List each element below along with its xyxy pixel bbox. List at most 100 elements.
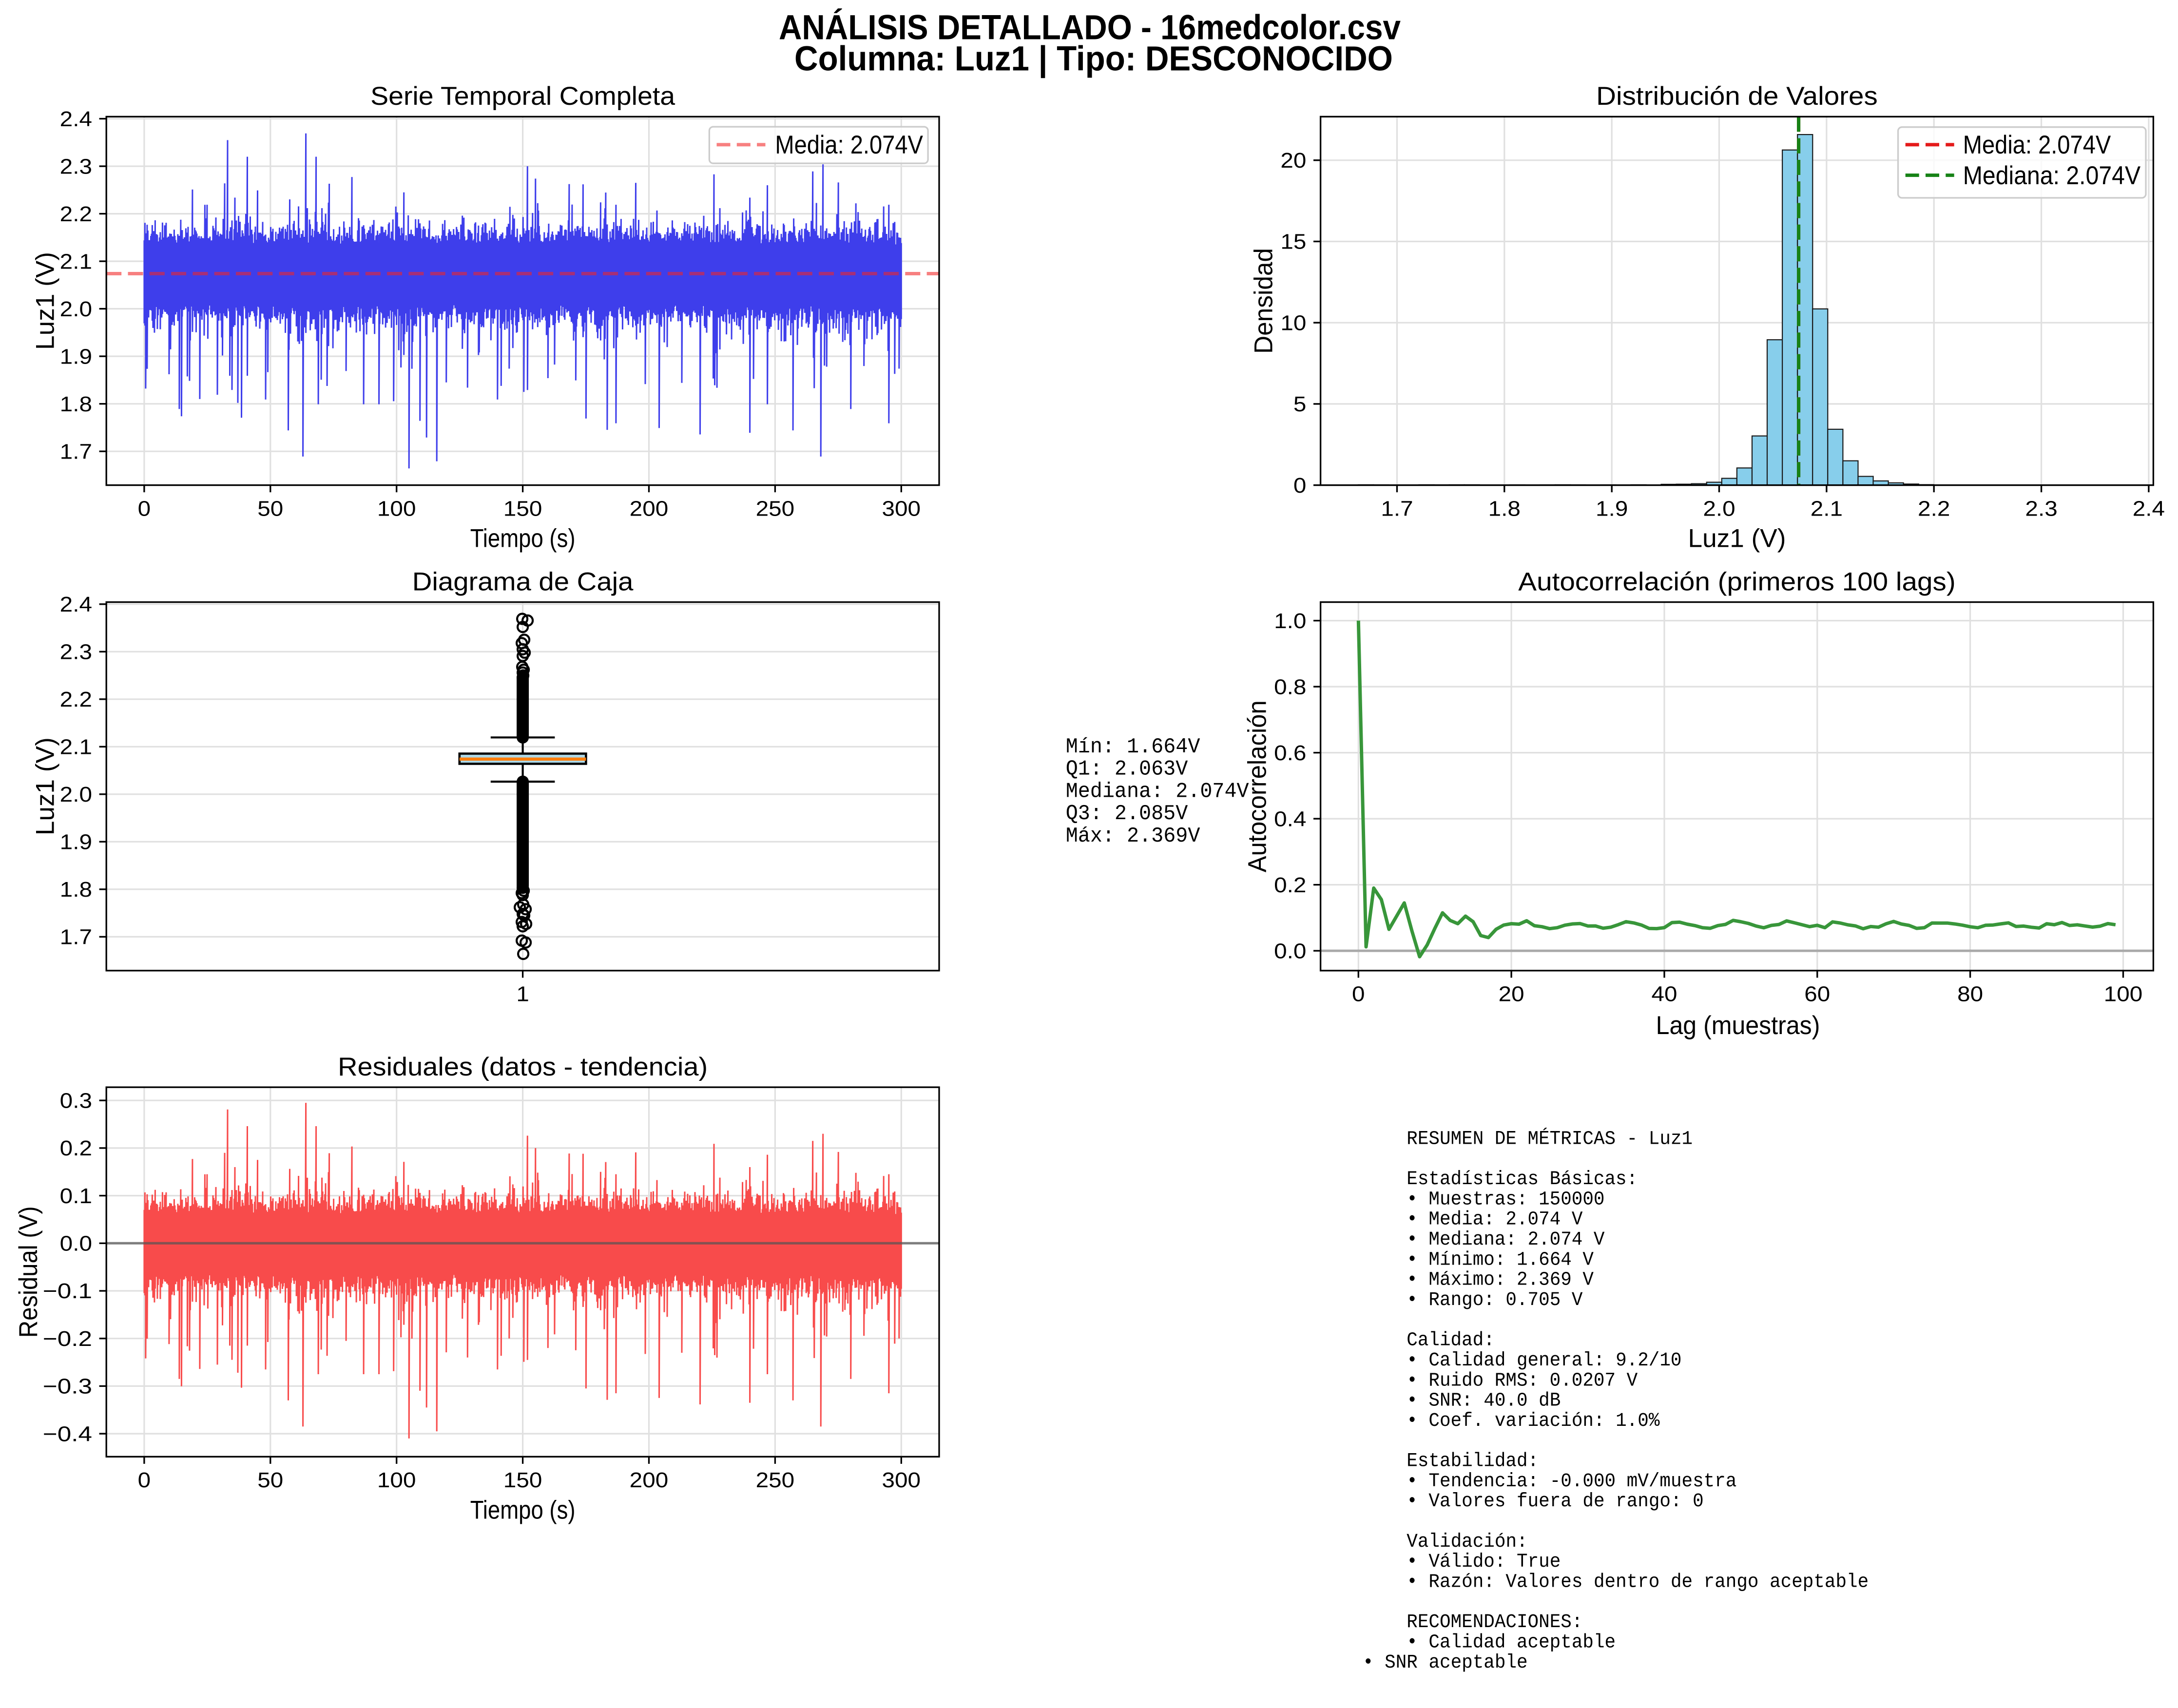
svg-text:1.9: 1.9	[60, 345, 92, 368]
svg-text:• Muestras: 150000: • Muestras: 150000	[1363, 1188, 1605, 1210]
svg-text:Calidad:: Calidad:	[1363, 1329, 1495, 1351]
svg-text:1.7: 1.7	[60, 925, 92, 949]
svg-text:Autocorrelación (primeros 100: Autocorrelación (primeros 100 lags)	[1518, 567, 1955, 596]
svg-text:RECOMENDACIONES:: RECOMENDACIONES:	[1363, 1611, 1582, 1633]
svg-text:0.1: 0.1	[60, 1184, 92, 1208]
svg-text:Estadísticas Básicas:: Estadísticas Básicas:	[1363, 1168, 1638, 1190]
svg-text:2.0: 2.0	[60, 297, 92, 321]
svg-text:Luz1 (V): Luz1 (V)	[31, 252, 59, 350]
svg-text:RESUMEN DE MÉTRICAS - Luz1: RESUMEN DE MÉTRICAS - Luz1	[1363, 1128, 1693, 1150]
svg-text:150: 150	[503, 1468, 542, 1492]
svg-text:0: 0	[138, 1468, 151, 1492]
svg-text:2.3: 2.3	[60, 154, 92, 178]
svg-text:2.1: 2.1	[60, 735, 92, 759]
svg-text:Mediana: 2.074V: Mediana: 2.074V	[1963, 161, 2141, 190]
svg-text:1.8: 1.8	[1488, 497, 1521, 521]
svg-text:−0.1: −0.1	[43, 1279, 92, 1303]
svg-text:60: 60	[1804, 982, 1830, 1006]
svg-text:0.2: 0.2	[60, 1136, 92, 1160]
svg-text:0.6: 0.6	[1274, 741, 1306, 765]
svg-text:Tiempo (s): Tiempo (s)	[470, 1496, 576, 1524]
svg-text:Mín: 1.664V: Mín: 1.664V	[1066, 735, 1200, 759]
svg-text:Tiempo (s): Tiempo (s)	[470, 524, 576, 553]
svg-text:Máx: 2.369V: Máx: 2.369V	[1066, 824, 1200, 848]
svg-text:Diagrama de Caja: Diagrama de Caja	[412, 567, 634, 596]
svg-text:2.4: 2.4	[2133, 497, 2165, 521]
svg-text:−0.4: −0.4	[43, 1422, 92, 1446]
svg-text:Residuales (datos - tendencia): Residuales (datos - tendencia)	[338, 1053, 708, 1081]
svg-text:1.9: 1.9	[60, 830, 92, 854]
svg-text:2.2: 2.2	[1918, 497, 1950, 521]
svg-text:2.4: 2.4	[60, 593, 92, 616]
svg-text:80: 80	[1957, 982, 1983, 1006]
svg-text:Media: 2.074V: Media: 2.074V	[1963, 131, 2111, 159]
svg-text:0.4: 0.4	[1274, 807, 1306, 831]
svg-text:Residual (V): Residual (V)	[14, 1206, 43, 1338]
svg-text:Lag (muestras): Lag (muestras)	[1656, 1011, 1820, 1040]
svg-text:100: 100	[377, 1468, 416, 1492]
svg-text:• Ruido RMS: 0.0207 V: • Ruido RMS: 0.0207 V	[1363, 1369, 1638, 1391]
svg-text:1.7: 1.7	[60, 440, 92, 463]
svg-text:200: 200	[630, 1468, 669, 1492]
svg-text:300: 300	[882, 497, 921, 521]
svg-text:150: 150	[503, 497, 542, 521]
svg-text:100: 100	[377, 497, 416, 521]
svg-text:• SNR aceptable: • SNR aceptable	[1363, 1651, 1528, 1673]
svg-text:• Razón: Valores dentro de ran: • Razón: Valores dentro de rango aceptab…	[1363, 1571, 1869, 1593]
svg-text:50: 50	[257, 1468, 283, 1492]
svg-text:40: 40	[1652, 982, 1677, 1006]
svg-text:• Máximo: 2.369 V: • Máximo: 2.369 V	[1363, 1269, 1594, 1291]
svg-text:0.0: 0.0	[1274, 939, 1306, 963]
svg-text:0.3: 0.3	[60, 1089, 92, 1113]
svg-text:Luz1 (V): Luz1 (V)	[1688, 524, 1786, 553]
svg-text:• Media: 2.074 V: • Media: 2.074 V	[1363, 1209, 1583, 1230]
svg-text:0: 0	[138, 497, 151, 521]
svg-text:• Calidad aceptable: • Calidad aceptable	[1363, 1631, 1616, 1653]
svg-text:1.8: 1.8	[60, 878, 92, 902]
svg-text:15: 15	[1280, 230, 1306, 254]
svg-text:2.0: 2.0	[1703, 497, 1735, 521]
svg-text:250: 250	[756, 1468, 795, 1492]
svg-text:• Válido: True: • Válido: True	[1363, 1551, 1561, 1573]
svg-text:0: 0	[1293, 474, 1307, 498]
svg-text:• SNR: 40.0 dB: • SNR: 40.0 dB	[1363, 1390, 1561, 1412]
svg-text:300: 300	[882, 1468, 921, 1492]
svg-text:2.3: 2.3	[2025, 497, 2057, 521]
svg-text:20: 20	[1280, 149, 1306, 173]
svg-text:Distribución de Valores: Distribución de Valores	[1596, 82, 1878, 111]
svg-text:• Coef. variación: 1.0%: • Coef. variación: 1.0%	[1363, 1410, 1660, 1432]
svg-text:ANÁLISIS DETALLADO - 16medcolo: ANÁLISIS DETALLADO - 16medcolor.csv	[779, 8, 1401, 47]
svg-text:Media: 2.074V: Media: 2.074V	[775, 131, 923, 159]
svg-text:• Mínimo: 1.664 V: • Mínimo: 1.664 V	[1363, 1248, 1594, 1270]
svg-text:2.2: 2.2	[60, 202, 92, 226]
svg-text:• Calidad general: 9.2/10: • Calidad general: 9.2/10	[1363, 1349, 1682, 1371]
svg-text:Estabilidad:: Estabilidad:	[1363, 1450, 1539, 1472]
svg-text:10: 10	[1280, 311, 1306, 335]
svg-text:Densidad: Densidad	[1250, 248, 1278, 354]
svg-text:5: 5	[1293, 392, 1307, 416]
svg-text:• Tendencia: -0.000 mV/muestra: • Tendencia: -0.000 mV/muestra	[1363, 1470, 1736, 1492]
svg-text:2.1: 2.1	[60, 249, 92, 273]
svg-text:200: 200	[630, 497, 669, 521]
svg-text:2.4: 2.4	[60, 107, 92, 131]
svg-text:• Valores fuera de rango: 0: • Valores fuera de rango: 0	[1363, 1490, 1704, 1512]
svg-text:−0.2: −0.2	[43, 1327, 92, 1351]
svg-text:1.7: 1.7	[1381, 497, 1413, 521]
svg-text:50: 50	[257, 497, 283, 521]
svg-text:0: 0	[1352, 982, 1365, 1006]
svg-text:Autocorrelación: Autocorrelación	[1243, 700, 1272, 872]
svg-text:Mediana: 2.074V: Mediana: 2.074V	[1066, 779, 1249, 804]
svg-text:1.9: 1.9	[1596, 497, 1628, 521]
svg-text:Q3: 2.085V: Q3: 2.085V	[1066, 802, 1188, 826]
svg-text:250: 250	[756, 497, 795, 521]
svg-text:0.8: 0.8	[1274, 675, 1306, 699]
svg-text:1.0: 1.0	[1274, 609, 1306, 633]
svg-text:• Rango: 0.705 V: • Rango: 0.705 V	[1363, 1289, 1583, 1311]
svg-text:1.8: 1.8	[60, 392, 92, 416]
svg-text:• Mediana: 2.074 V: • Mediana: 2.074 V	[1363, 1228, 1605, 1250]
svg-text:20: 20	[1499, 982, 1524, 1006]
svg-text:Q1: 2.063V: Q1: 2.063V	[1066, 757, 1188, 782]
svg-text:0.0: 0.0	[60, 1232, 92, 1256]
svg-text:0.2: 0.2	[1274, 873, 1306, 897]
svg-text:1: 1	[516, 982, 529, 1006]
